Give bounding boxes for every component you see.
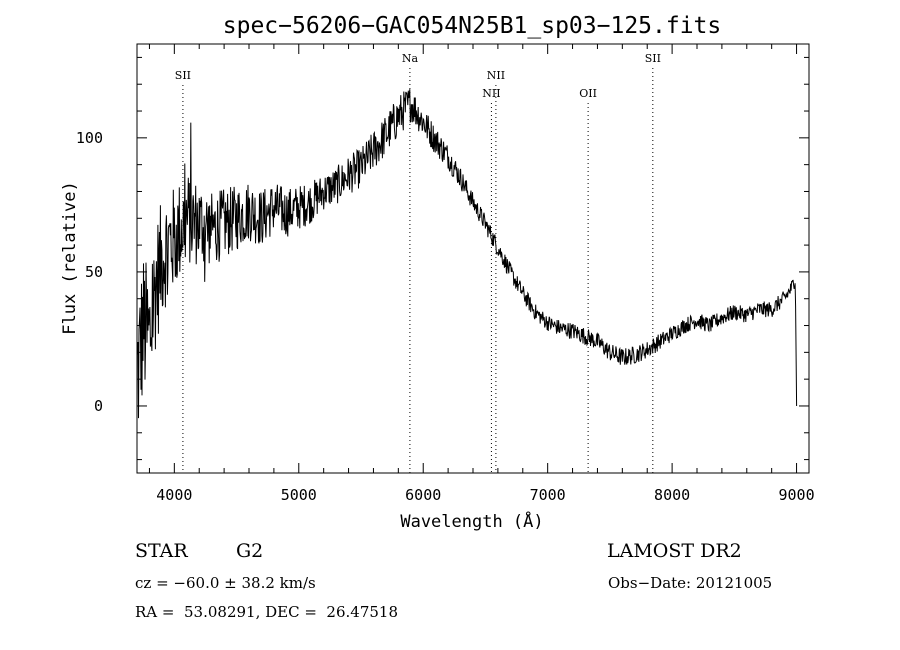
plot-frame [136,43,810,474]
coordinates: RA = 53.08291, DEC = 26.47518 [135,603,399,621]
y-axis: 0 50 100 [76,56,809,461]
line-marker-label: Na [402,52,419,65]
spectrum-series [136,89,798,419]
y-tick-label: 50 [85,263,103,281]
x-tick-label: 6000 [405,486,441,504]
emission-line-markers: SII Na NII NII OII SII [175,52,661,473]
line-marker-label: NII [482,87,500,100]
y-tick-label: 100 [76,129,103,147]
object-subclass: G2 [236,540,264,562]
y-tick-label: 0 [94,397,103,415]
redshift-velocity: cz = −60.0 ± 38.2 km/s [135,574,316,592]
line-marker-label: NII [487,69,505,82]
chart-title: spec−56206−GAC054N25B1_sp03−125.fits [223,13,722,39]
x-axis: 4000 5000 6000 7000 8000 9000 [148,44,815,504]
spectrum-line [136,89,798,419]
y-axis-label: Flux (relative) [60,181,80,335]
line-marker-label: OII [579,87,597,100]
line-marker-label: SII [645,52,661,65]
x-tick-label: 4000 [156,486,192,504]
x-tick-label: 5000 [281,486,317,504]
survey-name: LAMOST DR2 [607,540,742,562]
x-tick-label: 8000 [654,486,690,504]
observation-date: Obs−Date: 20121005 [608,574,773,592]
x-axis-label: Wavelength (Å) [400,510,543,532]
x-tick-label: 9000 [778,486,814,504]
x-tick-label: 7000 [530,486,566,504]
object-class: STAR [135,540,188,562]
line-marker-label: SII [175,69,191,82]
